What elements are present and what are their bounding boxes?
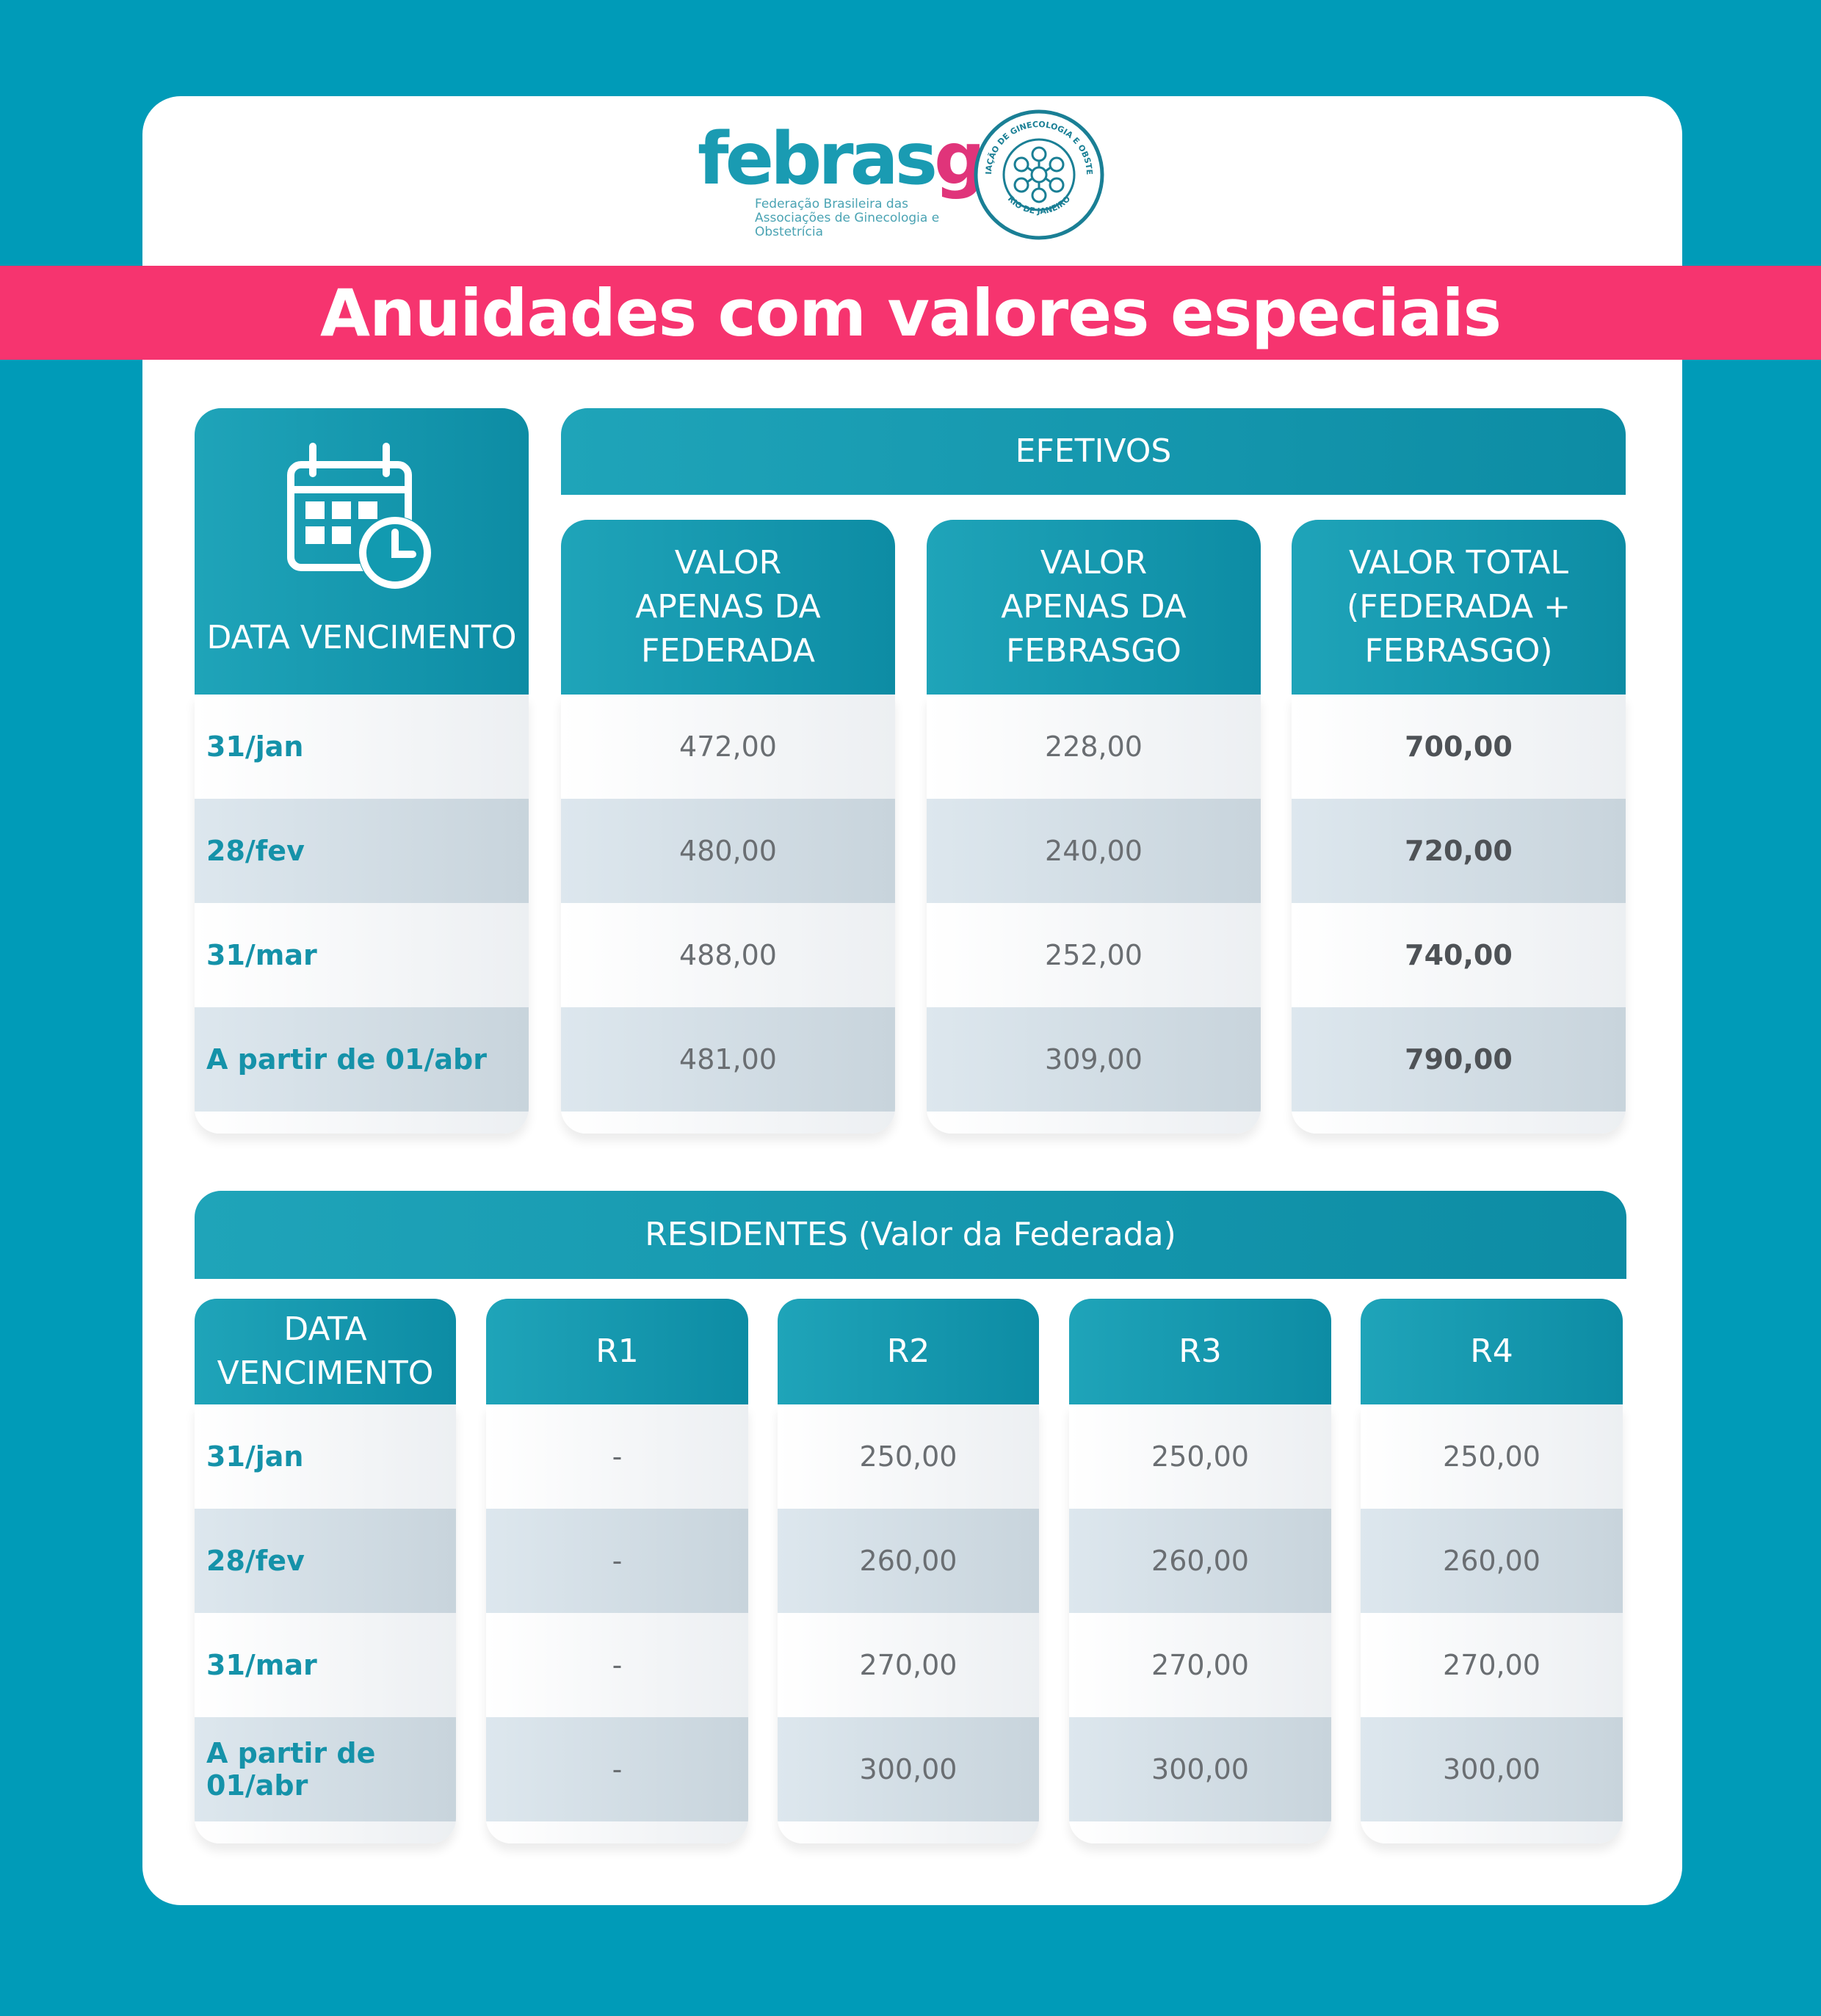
residentes-r2-column: 250,00 260,00 270,00 300,00 [778, 1404, 1039, 1843]
date-header-label: DATA VENCIMENTO [206, 619, 517, 656]
value-cell: 488,00 [561, 903, 895, 1007]
value-cell: 480,00 [561, 799, 895, 903]
total-cell: 720,00 [1292, 799, 1626, 903]
title-banner: Anuidades com valores especiais [0, 266, 1821, 360]
value-cell: - [486, 1613, 748, 1717]
value-cell: 250,00 [1361, 1404, 1623, 1509]
residentes-date-column: 31/jan 28/fev 31/mar A partir de 01/abr [195, 1404, 456, 1843]
value-cell: 481,00 [561, 1007, 895, 1112]
total-cell: 700,00 [1292, 695, 1626, 799]
value-cell: - [486, 1509, 748, 1613]
residentes-header: RESIDENTES (Valor da Federada) [195, 1191, 1626, 1279]
value-cell: 270,00 [1361, 1613, 1623, 1717]
value-cell: 260,00 [778, 1509, 1039, 1613]
febrasgo-logo: febrasgo Federação Brasileira das Associ… [698, 123, 1032, 239]
logo-subtitle: Federação Brasileira das Associações de … [755, 197, 940, 239]
date-cell: 28/fev [195, 1509, 456, 1613]
date-cell: 31/mar [195, 903, 529, 1007]
value-cell: - [486, 1717, 748, 1821]
page-title: Anuidades com valores especiais [319, 275, 1502, 351]
col-header-federada: VALOR APENAS DA FEDERADA [561, 520, 895, 695]
value-cell: 228,00 [927, 695, 1261, 799]
res-r4-header: R4 [1361, 1299, 1623, 1404]
value-cell: 300,00 [1069, 1717, 1331, 1821]
residentes-r1-column: - - - - [486, 1404, 748, 1843]
res-date-header: DATA VENCIMENTO [195, 1299, 456, 1404]
date-cell: A partir de 01/abr [195, 1717, 456, 1821]
residentes-r4-column: 250,00 260,00 270,00 300,00 [1361, 1404, 1623, 1843]
date-cell: 28/fev [195, 799, 529, 903]
value-cell: 270,00 [1069, 1613, 1331, 1717]
total-cell: 740,00 [1292, 903, 1626, 1007]
efetivos-header: EFETIVOS [561, 408, 1626, 495]
date-cell: 31/jan [195, 1404, 456, 1509]
res-r2-header: R2 [778, 1299, 1039, 1404]
value-cell: 252,00 [927, 903, 1261, 1007]
col-header-febrasgo: VALOR APENAS DA FEBRASGO [927, 520, 1261, 695]
date-cell: 31/jan [195, 695, 529, 799]
value-cell: 270,00 [778, 1613, 1039, 1717]
value-cell: 300,00 [1361, 1717, 1623, 1821]
efetivos-date-column: 31/jan 28/fev 31/mar A partir de 01/abr [195, 695, 529, 1134]
value-cell: 472,00 [561, 695, 895, 799]
res-r3-header: R3 [1069, 1299, 1331, 1404]
value-cell: 240,00 [927, 799, 1261, 903]
value-cell: 309,00 [927, 1007, 1261, 1112]
residentes-r3-column: 250,00 260,00 270,00 300,00 [1069, 1404, 1331, 1843]
date-cell: 31/mar [195, 1613, 456, 1717]
efetivos-total-column: 700,00 720,00 740,00 790,00 [1292, 695, 1626, 1134]
value-cell: 250,00 [1069, 1404, 1331, 1509]
col-header-total: VALOR TOTAL (FEDERADA + FEBRASGO) [1292, 520, 1626, 695]
value-cell: 260,00 [1069, 1509, 1331, 1613]
date-cell: A partir de 01/abr [195, 1007, 529, 1112]
res-r1-header: R1 [486, 1299, 748, 1404]
total-cell: 790,00 [1292, 1007, 1626, 1112]
value-cell: - [486, 1404, 748, 1509]
association-seal-icon: ASSOCIAÇÃO DE GINECOLOGIA E OBSTETRÍCIA … [973, 109, 1104, 240]
value-cell: 260,00 [1361, 1509, 1623, 1613]
efetivos-febrasgo-column: 228,00 240,00 252,00 309,00 [927, 695, 1261, 1134]
value-cell: 300,00 [778, 1717, 1039, 1821]
calendar-clock-icon [287, 443, 432, 590]
value-cell: 250,00 [778, 1404, 1039, 1509]
efetivos-federada-column: 472,00 480,00 488,00 481,00 [561, 695, 895, 1134]
